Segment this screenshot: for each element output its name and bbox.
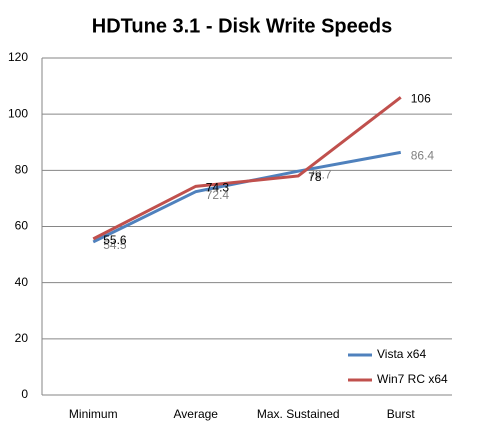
- data-label: 72.4: [206, 188, 230, 202]
- y-tick-label: 80: [15, 163, 29, 177]
- x-tick-label: Burst: [387, 407, 416, 421]
- x-tick-label: Max. Sustained: [257, 407, 340, 421]
- y-tick-label: 60: [15, 219, 29, 233]
- y-tick-label: 0: [21, 387, 28, 401]
- data-label: 79.7: [308, 167, 332, 181]
- y-tick-label: 40: [15, 275, 29, 289]
- x-tick-label: Minimum: [69, 407, 118, 421]
- series-line: [92, 96, 402, 241]
- data-label: 55.6: [103, 233, 127, 247]
- y-tick-label: 120: [8, 50, 28, 64]
- chart-title: HDTune 3.1 - Disk Write Speeds: [92, 15, 392, 37]
- legend-label: Vista x64: [377, 347, 426, 361]
- y-tick-label: 20: [15, 331, 29, 345]
- data-label: 78: [308, 170, 322, 184]
- data-label: 74.3: [206, 181, 230, 195]
- legend-label: Win7 RC x64: [377, 372, 448, 386]
- y-tick-label: 100: [8, 106, 28, 120]
- data-label: 106: [411, 91, 431, 105]
- x-tick-label: Average: [174, 407, 219, 421]
- data-label: 86.4: [411, 149, 435, 163]
- data-label: 54.5: [103, 238, 127, 252]
